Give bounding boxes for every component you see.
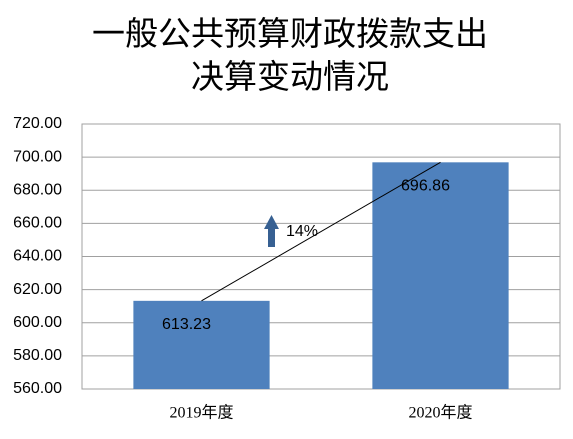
plot-frame — [81, 123, 561, 390]
y-tick-label: 700.00 — [13, 148, 62, 165]
annotation: 14% — [286, 223, 318, 240]
y-tick-label: 620.00 — [13, 281, 62, 298]
y-tick-label: 640.00 — [13, 248, 62, 265]
chart-title: 决算变动情况 — [191, 57, 389, 96]
data-label: 613.23 — [162, 316, 211, 333]
bar — [372, 162, 509, 389]
y-tick-label: 580.00 — [13, 347, 62, 364]
y-tick-label: 600.00 — [13, 314, 62, 331]
y-tick-label: 660.00 — [13, 215, 62, 232]
bar — [133, 300, 270, 389]
growth-arrow — [264, 215, 279, 247]
chart-title: 一般公共预算财政拨款支出 — [92, 14, 488, 53]
y-tick-label: 680.00 — [13, 181, 62, 198]
trend-line — [201, 161, 441, 302]
x-tick-label: 2020年度 — [408, 404, 472, 422]
data-label: 696.86 — [401, 178, 450, 195]
x-tick-label: 2019年度 — [169, 404, 233, 422]
y-tick-label: 720.00 — [13, 115, 62, 132]
y-tick-label: 560.00 — [13, 380, 62, 397]
